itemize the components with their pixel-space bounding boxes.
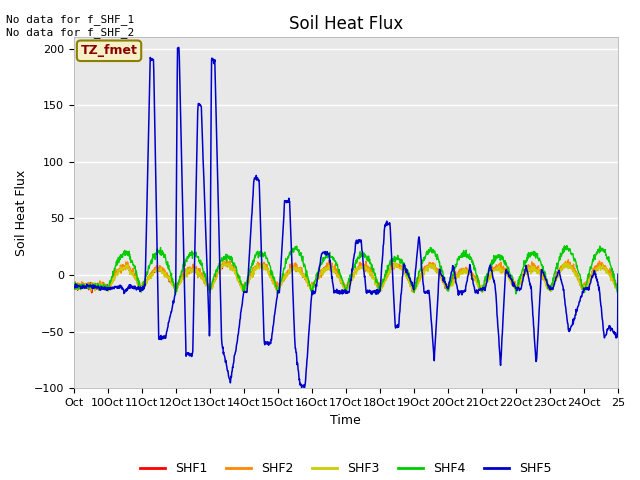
Y-axis label: Soil Heat Flux: Soil Heat Flux	[15, 170, 28, 256]
Title: Soil Heat Flux: Soil Heat Flux	[289, 15, 403, 33]
Legend: SHF1, SHF2, SHF3, SHF4, SHF5: SHF1, SHF2, SHF3, SHF4, SHF5	[135, 457, 557, 480]
Text: No data for f_SHF_1
No data for f_SHF_2: No data for f_SHF_1 No data for f_SHF_2	[6, 14, 134, 38]
X-axis label: Time: Time	[330, 414, 361, 427]
Text: TZ_fmet: TZ_fmet	[81, 44, 138, 57]
